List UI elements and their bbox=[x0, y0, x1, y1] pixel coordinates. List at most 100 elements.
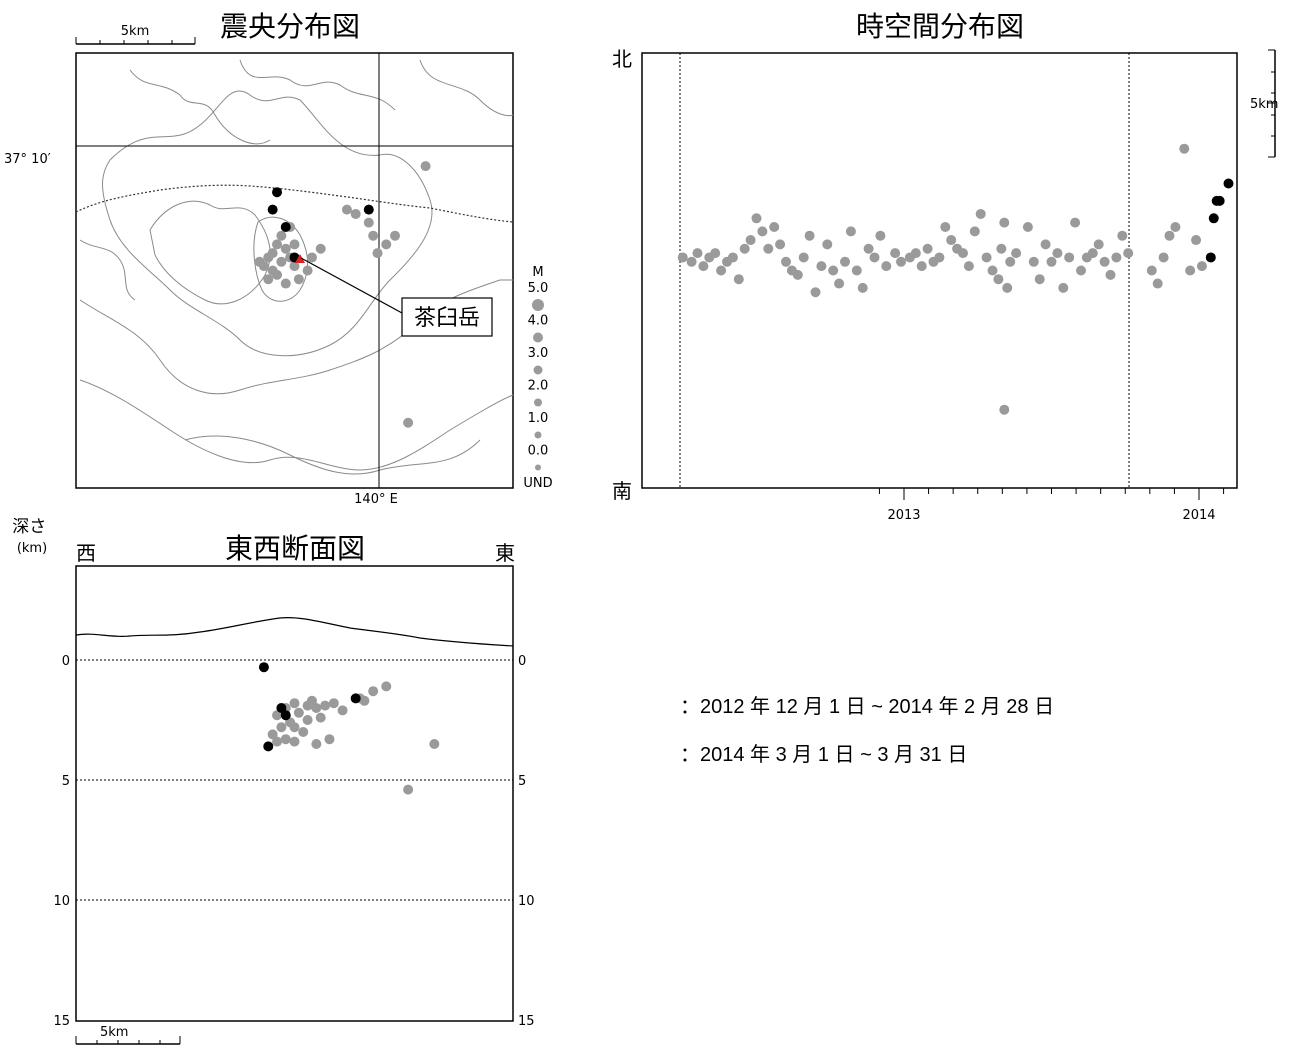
cross-section-title: 東西断面図 bbox=[225, 532, 365, 565]
hypocenter-point-previous bbox=[272, 736, 283, 747]
space-time-point-previous bbox=[686, 256, 697, 267]
hypocenter-point-previous bbox=[293, 707, 304, 718]
space-time-point-previous bbox=[1093, 239, 1104, 250]
hypocenter-point-previous bbox=[381, 681, 392, 692]
depth-tick-label-right: 0 bbox=[518, 654, 526, 669]
latitude-label: 37° 10′ bbox=[4, 152, 51, 167]
hypocenter-point-previous bbox=[359, 695, 370, 706]
space-time-point-previous bbox=[1034, 274, 1045, 285]
hypocenter-point-previous bbox=[337, 705, 348, 716]
epicenter-point-previous bbox=[315, 243, 326, 254]
space-time-point-previous bbox=[1185, 265, 1196, 276]
space-time-plot: 時空間分布図 北 南 2013 2014 5km bbox=[612, 10, 1278, 523]
west-label: 西 bbox=[76, 541, 96, 565]
space-time-point-previous bbox=[1170, 222, 1181, 232]
magnitude-legend-label: 3.0 bbox=[528, 346, 549, 361]
space-time-point-previous bbox=[798, 252, 809, 263]
longitude-label: 140° E bbox=[354, 492, 398, 507]
tick-label-2013: 2013 bbox=[887, 508, 920, 523]
epicenter-points bbox=[254, 161, 431, 428]
epicenter-map: 震央分布図 5km 37° 10′ 140° bbox=[4, 10, 553, 507]
cross-section-points bbox=[258, 662, 440, 795]
space-time-point-previous bbox=[922, 243, 933, 254]
space-time-point-current bbox=[1205, 252, 1216, 263]
hypocenter-point-previous bbox=[311, 703, 322, 713]
space-time-point-previous bbox=[890, 248, 901, 259]
space-time-point-previous bbox=[804, 230, 815, 241]
space-time-point-previous bbox=[781, 256, 791, 267]
space-time-point-previous bbox=[792, 269, 803, 280]
magnitude-legend-label: 2.0 bbox=[528, 379, 549, 394]
epicenter-point-current bbox=[272, 187, 283, 198]
space-time-point-previous bbox=[987, 265, 998, 276]
space-time-point-previous bbox=[999, 217, 1010, 228]
magnitude-legend-symbol bbox=[534, 398, 542, 407]
space-time-point-previous bbox=[993, 274, 1004, 285]
space-time-point-current bbox=[1214, 195, 1225, 206]
hypocenter-point-previous bbox=[298, 727, 309, 737]
space-time-frame bbox=[641, 52, 1238, 489]
space-time-point-previous bbox=[1052, 248, 1063, 259]
space-time-point-previous bbox=[963, 261, 974, 272]
epicenter-point-previous bbox=[350, 208, 361, 219]
space-time-point-previous bbox=[975, 208, 986, 219]
depth-grid: 0 0 5 5 10 10 15 15 bbox=[53, 654, 534, 1029]
magnitude-legend-label: 5.0 bbox=[528, 281, 549, 296]
epicenter-point-previous bbox=[276, 230, 287, 241]
space-time-point-previous bbox=[996, 243, 1007, 254]
epicenter-scale-bar: 5km bbox=[75, 24, 196, 45]
space-time-point-previous bbox=[1002, 282, 1013, 293]
space-time-points bbox=[677, 143, 1234, 415]
magnitude-legend: M5.0 4.0 3.0 2.0 1.0 0.0 UND bbox=[523, 265, 552, 491]
space-time-point-previous bbox=[733, 274, 744, 285]
space-time-point-previous bbox=[745, 235, 756, 246]
space-time-point-previous bbox=[969, 226, 980, 237]
magnitude-legend-symbol bbox=[533, 365, 543, 375]
magnitude-legend-title: M bbox=[532, 265, 543, 280]
space-time-point-previous bbox=[845, 226, 856, 237]
space-time-point-previous bbox=[1011, 248, 1022, 259]
epicenter-point-previous bbox=[289, 261, 300, 272]
space-time-point-previous bbox=[1111, 252, 1122, 263]
epicenter-point-previous bbox=[390, 230, 401, 241]
space-time-point-previous bbox=[896, 256, 907, 267]
epicenter-point-previous bbox=[368, 230, 379, 241]
space-time-point-previous bbox=[1191, 235, 1202, 246]
space-time-point-previous bbox=[875, 230, 886, 241]
space-time-point-previous bbox=[1022, 222, 1033, 232]
east-label: 東 bbox=[495, 541, 515, 565]
magnitude-legend-symbol bbox=[533, 332, 543, 343]
volcano-triangle-icon bbox=[295, 254, 305, 263]
volcano-label-box bbox=[401, 297, 493, 337]
epicenter-point-previous bbox=[403, 417, 414, 428]
cross-section-frame bbox=[75, 565, 514, 1022]
legend-current-period: ：2014 年 3 月 1 日 ~ 3 月 31 日 bbox=[680, 738, 967, 767]
north-label: 北 bbox=[612, 47, 632, 71]
epicenter-point-previous bbox=[280, 278, 291, 289]
epicenter-point-previous bbox=[263, 274, 274, 285]
depth-tick-label-left: 5 bbox=[62, 774, 70, 789]
space-time-point-previous bbox=[739, 243, 750, 254]
space-time-point-previous bbox=[1158, 252, 1169, 263]
space-time-point-previous bbox=[1196, 261, 1207, 272]
cross-section-scale-label: 5km bbox=[100, 1025, 128, 1040]
depth-tick-label-right: 5 bbox=[518, 774, 526, 789]
epicenter-point-previous bbox=[381, 239, 392, 250]
hypocenter-point-previous bbox=[324, 734, 335, 745]
space-time-point-previous bbox=[981, 252, 992, 263]
space-time-point-previous bbox=[881, 261, 892, 272]
depth-tick-label-left: 15 bbox=[53, 1014, 70, 1029]
epicenter-point-previous bbox=[302, 265, 313, 276]
space-time-point-previous bbox=[810, 287, 821, 298]
space-time-point-previous bbox=[834, 278, 845, 289]
hypocenter-point-current bbox=[276, 703, 287, 713]
hypocenter-point-previous bbox=[272, 710, 283, 721]
hypocenter-point-previous bbox=[315, 712, 326, 723]
hypocenter-point-previous bbox=[302, 715, 313, 725]
hypocenter-point-previous bbox=[289, 722, 300, 733]
space-time-point-previous bbox=[763, 243, 774, 254]
space-time-point-previous bbox=[1076, 265, 1086, 276]
magnitude-legend-label: 0.0 bbox=[528, 444, 549, 459]
epicenter-point-previous bbox=[254, 256, 265, 267]
